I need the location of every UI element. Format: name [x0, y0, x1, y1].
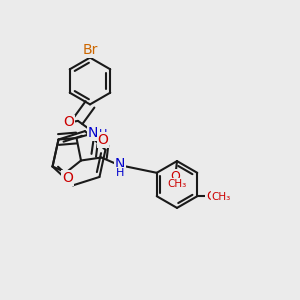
Text: H: H: [99, 129, 107, 140]
Text: N: N: [88, 126, 98, 140]
Text: O: O: [171, 169, 180, 183]
Text: CH₃: CH₃: [167, 178, 187, 189]
Text: O: O: [62, 171, 73, 185]
Text: O: O: [206, 190, 216, 203]
Text: N: N: [115, 157, 125, 171]
Text: O: O: [98, 133, 108, 147]
Text: O: O: [64, 116, 74, 129]
Text: H: H: [116, 167, 124, 178]
Text: CH₃: CH₃: [211, 192, 230, 202]
Text: Br: Br: [82, 43, 98, 57]
